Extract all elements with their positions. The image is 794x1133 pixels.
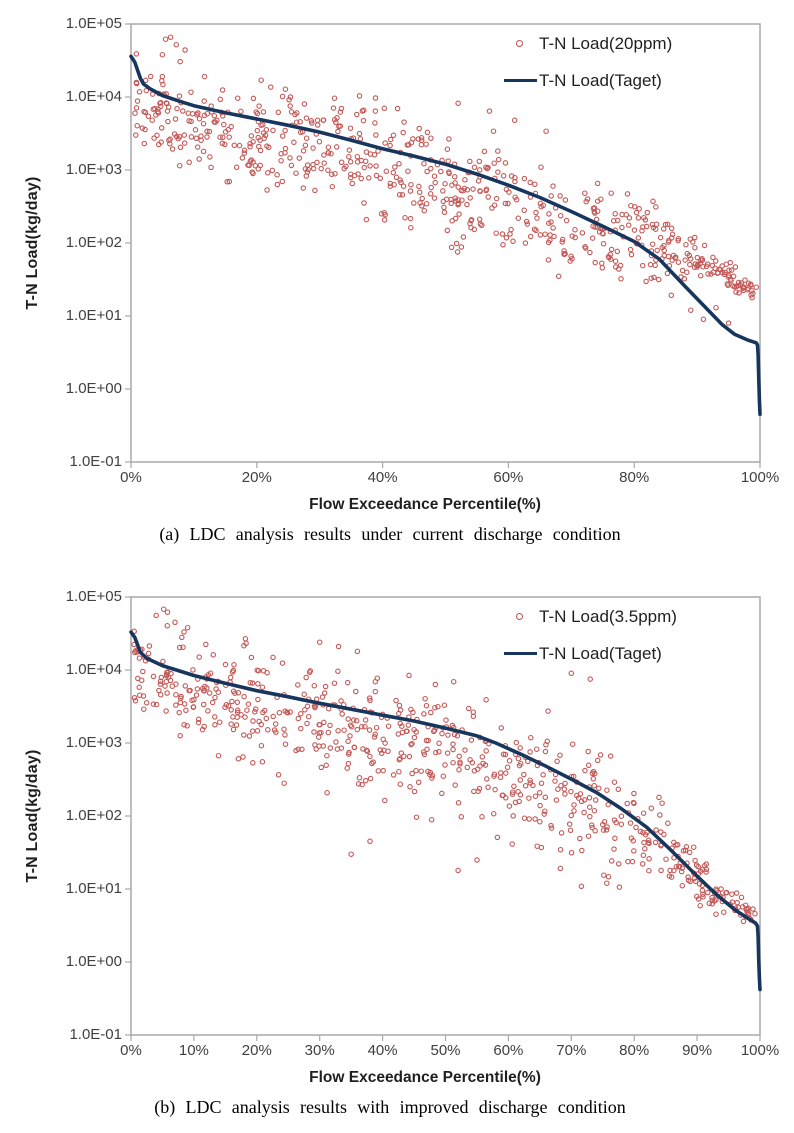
legend-label-line: T-N Load(Taget) — [539, 643, 662, 663]
scatter-marker-icon — [516, 613, 523, 620]
legend-item-scatter: T-N Load(3.5ppm) — [503, 598, 677, 635]
scatter-marker-icon — [516, 40, 523, 47]
y-axis-title: T-N Load(kg/day) — [24, 749, 41, 883]
y-axis-title: T-N Load(kg/day) — [24, 176, 41, 310]
y-tick-label: 1.0E+01 — [65, 307, 122, 324]
y-tick-label: 1.0E+03 — [65, 161, 122, 178]
line-marker-icon — [504, 78, 537, 83]
plot-area-b — [125, 596, 762, 1041]
target-line — [129, 630, 762, 992]
legend-label-scatter: T-N Load(20ppm) — [539, 33, 673, 53]
x-tick-label: 0% — [120, 1042, 142, 1059]
y-tick-label: 1.0E+03 — [65, 734, 122, 751]
plot-area-a — [125, 23, 762, 468]
y-tick-label: 1.0E+05 — [65, 588, 122, 605]
x-tick-label: 40% — [367, 1042, 398, 1059]
legend: T-N Load(20ppm) T-N Load(Taget) — [503, 25, 672, 99]
y-tick-label: 1.0E+00 — [65, 380, 122, 397]
x-tick-label: 100% — [740, 469, 780, 486]
legend-label-scatter: T-N Load(3.5ppm) — [539, 606, 677, 626]
y-tick-label: 1.0E+00 — [65, 953, 122, 970]
scatter-points — [132, 34, 760, 326]
line-marker-icon — [504, 651, 537, 656]
x-axis-title: Flow Exceedance Percentile(%) — [309, 1069, 541, 1086]
x-tick-label: 20% — [241, 469, 272, 486]
chart-a: 1.0E+05 1.0E+04 1.0E+03 1.0E+02 1.0E+01 1.0E+… — [0, 0, 794, 560]
legend-marker-cell — [503, 613, 539, 620]
y-tick-label: 1.0E-01 — [69, 1026, 122, 1043]
legend-marker-cell — [503, 40, 539, 47]
x-tick-label: 90% — [682, 1042, 713, 1059]
y-tick-label: 1.0E+01 — [65, 880, 122, 897]
y-tick-label: 1.0E+04 — [65, 661, 122, 678]
legend-marker-cell — [503, 78, 539, 83]
x-tick-label: 70% — [556, 1042, 587, 1059]
x-tick-label: 80% — [619, 469, 650, 486]
legend-item-line: T-N Load(Taget) — [503, 62, 672, 99]
x-tick-label: 80% — [619, 1042, 650, 1059]
y-tick-label: 1.0E+02 — [65, 807, 122, 824]
x-tick-label: 20% — [241, 1042, 272, 1059]
x-tick-label: 30% — [304, 1042, 335, 1059]
y-tick-label: 1.0E+02 — [65, 234, 122, 251]
x-tick-label: 100% — [740, 1042, 780, 1059]
legend: T-N Load(3.5ppm) T-N Load(Taget) — [503, 598, 677, 672]
legend-marker-cell — [503, 651, 539, 656]
y-tick-label: 1.0E-01 — [69, 453, 122, 470]
tick-marks — [125, 596, 761, 1041]
x-tick-label: 40% — [367, 469, 398, 486]
x-tick-label: 0% — [120, 469, 142, 486]
x-tick-label: 60% — [493, 469, 524, 486]
target-line — [129, 54, 762, 417]
caption-b: (b) LDC analysis results with improved d… — [154, 1097, 626, 1117]
x-tick-label: 50% — [430, 1042, 461, 1059]
legend-label-line: T-N Load(Taget) — [539, 70, 662, 90]
legend-item-scatter: T-N Load(20ppm) — [503, 25, 672, 62]
legend-item-line: T-N Load(Taget) — [503, 635, 677, 672]
x-tick-label: 10% — [178, 1042, 209, 1059]
y-tick-label: 1.0E+04 — [65, 88, 122, 105]
chart-b: 1.0E+05 1.0E+04 1.0E+03 1.0E+02 1.0E+01 1.0E+… — [0, 573, 794, 1133]
x-tick-label: 60% — [493, 1042, 524, 1059]
scatter-points — [131, 606, 758, 925]
caption-a: (a) LDC analysis results under current d… — [159, 524, 621, 544]
y-tick-label: 1.0E+05 — [65, 15, 122, 32]
x-axis-title: Flow Exceedance Percentile(%) — [309, 496, 541, 513]
tick-marks — [125, 23, 761, 468]
